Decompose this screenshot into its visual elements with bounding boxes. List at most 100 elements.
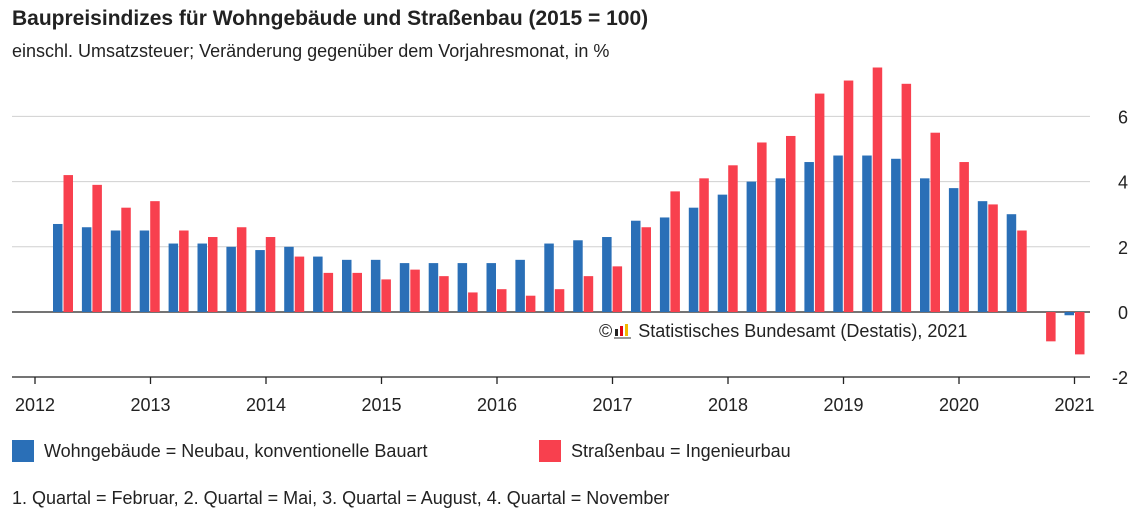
bar-strassenbau	[92, 184, 102, 312]
bar-wohngebaeude	[428, 263, 439, 312]
bar-strassenbau	[930, 132, 940, 312]
bar-strassenbau	[1046, 312, 1056, 342]
bar-wohngebaeude	[862, 155, 872, 312]
bar-wohngebaeude	[602, 237, 612, 312]
bar-wohngebaeude	[573, 240, 583, 312]
bar-strassenbau	[468, 292, 478, 312]
y-tick-label: 2	[1118, 238, 1128, 258]
x-tick-label: 2012	[15, 395, 55, 415]
bar-strassenbau	[641, 227, 651, 312]
legend-label-wohngebaeude: Wohngebäude = Neubau, konventionelle Bau…	[44, 440, 428, 461]
bar-wohngebaeude	[1064, 312, 1074, 316]
bar-strassenbau	[872, 67, 883, 312]
bar-strassenbau	[236, 227, 247, 312]
bar-strassenbau	[786, 135, 796, 312]
copyright-text: Statistisches Bundesamt (Destatis), 2021	[638, 321, 968, 341]
bar-wohngebaeude	[804, 162, 814, 312]
bar-strassenbau	[757, 142, 767, 312]
bar-strassenbau	[410, 269, 420, 312]
bar-wohngebaeude	[515, 259, 525, 312]
bar-wohngebaeude	[631, 220, 641, 312]
bar-strassenbau	[208, 237, 218, 312]
bar-wohngebaeude	[197, 243, 207, 312]
bar-strassenbau	[265, 237, 276, 312]
y-tick-label: 4	[1118, 173, 1128, 193]
bar-wohngebaeude	[659, 217, 670, 312]
footnote: 1. Quartal = Februar, 2. Quartal = Mai, …	[12, 488, 670, 508]
bar-wohngebaeude	[920, 178, 930, 312]
bar-wohngebaeude	[53, 223, 63, 312]
x-tick-label: 2015	[361, 395, 401, 415]
bar-wohngebaeude	[1006, 214, 1017, 312]
bar-strassenbau	[554, 289, 565, 312]
bar-strassenbau	[497, 289, 507, 312]
bar-wohngebaeude	[948, 188, 959, 312]
bar-wohngebaeude	[284, 246, 294, 312]
y-tick-label: -2	[1112, 368, 1128, 388]
bar-wohngebaeude	[833, 155, 843, 312]
chart-subtitle: einschl. Umsatzsteuer; Veränderung gegen…	[12, 41, 610, 61]
bar-strassenbau	[959, 162, 969, 312]
bar-wohngebaeude	[457, 263, 468, 312]
bar-strassenbau	[670, 191, 680, 312]
bar-wohngebaeude	[342, 259, 352, 312]
x-tick-label: 2017	[592, 395, 632, 415]
x-tick-label: 2020	[939, 395, 979, 415]
bar-strassenbau	[121, 207, 131, 312]
bar-strassenbau	[63, 175, 73, 312]
bar-strassenbau	[323, 272, 334, 312]
bar-wohngebaeude	[977, 201, 988, 312]
bar-strassenbau	[728, 165, 738, 312]
x-tick-label: 2013	[130, 395, 170, 415]
bar-wohngebaeude	[891, 158, 901, 312]
legend-item-strassenbau: Straßenbau = Ingenieurbau	[539, 440, 791, 462]
axes: -2 0 2 4 6 2012 2013 2014 2015 2016 2017 2018 2019 20…	[12, 107, 1128, 415]
bar-wohngebaeude	[139, 230, 150, 312]
bar-strassenbau	[525, 295, 536, 312]
y-tick-label: 6	[1118, 107, 1128, 127]
bar-wohngebaeude	[717, 194, 728, 312]
bar-strassenbau	[439, 276, 449, 312]
bar-wohngebaeude	[775, 178, 785, 312]
y-tick-label: 0	[1118, 303, 1128, 323]
bar-strassenbau	[901, 83, 912, 312]
bar-wohngebaeude	[399, 263, 410, 312]
x-tick-label: 2021	[1054, 395, 1094, 415]
bar-wohngebaeude	[168, 243, 179, 312]
bar-wohngebaeude	[746, 181, 757, 312]
bar-strassenbau	[381, 279, 391, 312]
chart-title: Baupreisindizes für Wohngebäude und Stra…	[12, 7, 649, 30]
bar-strassenbau	[583, 276, 594, 312]
bar-wohngebaeude	[544, 243, 554, 312]
bar-strassenbau	[150, 201, 160, 312]
bar-strassenbau	[814, 93, 825, 312]
legend-label-strassenbau: Straßenbau = Ingenieurbau	[571, 440, 791, 461]
x-tick-label: 2018	[708, 395, 748, 415]
bar-wohngebaeude	[486, 263, 496, 312]
bar-strassenbau	[1075, 312, 1085, 355]
bars	[53, 67, 1085, 355]
bar-wohngebaeude	[313, 256, 323, 312]
bar-wohngebaeude	[81, 227, 92, 312]
bar-wohngebaeude	[370, 259, 381, 312]
bar-strassenbau	[1017, 230, 1027, 312]
x-tick-label: 2019	[823, 395, 863, 415]
bar-strassenbau	[179, 230, 189, 312]
bar-strassenbau	[612, 266, 623, 312]
bar-wohngebaeude	[688, 207, 699, 312]
bar-strassenbau	[843, 80, 854, 312]
bar-strassenbau	[294, 256, 305, 312]
copyright-symbol: ©	[599, 321, 613, 341]
bar-strassenbau	[699, 178, 709, 312]
x-tick-label: 2016	[477, 395, 517, 415]
bar-wohngebaeude	[110, 230, 121, 312]
bar-wohngebaeude	[226, 246, 236, 312]
destatis-logo-icon	[614, 323, 632, 339]
copyright-note: © Statistisches Bundesamt (Destatis), 20…	[597, 321, 970, 342]
bar-strassenbau	[988, 204, 998, 312]
legend-swatch-red	[539, 440, 561, 462]
bar-wohngebaeude	[255, 250, 265, 312]
legend-item-wohngebaeude: Wohngebäude = Neubau, konventionelle Bau…	[12, 440, 427, 462]
x-tick-label: 2014	[246, 395, 286, 415]
